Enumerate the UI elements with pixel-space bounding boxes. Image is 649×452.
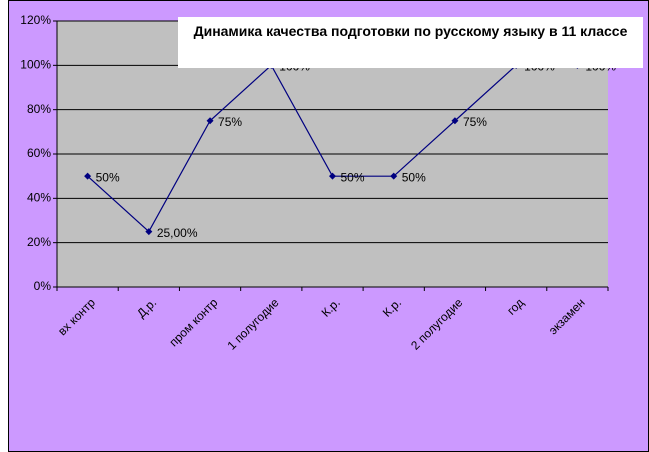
data-point — [329, 172, 336, 180]
y-tick-label: 100% — [20, 58, 51, 72]
y-tick-label: 60% — [27, 146, 51, 160]
data-label: 75% — [218, 115, 242, 129]
data-point — [390, 172, 398, 180]
y-tick-label: 80% — [27, 102, 51, 116]
data-label: 25,00% — [157, 226, 198, 240]
data-label: 50% — [402, 170, 426, 184]
y-tick-label: 0% — [34, 279, 52, 293]
data-point — [145, 228, 153, 236]
y-tick-label: 20% — [27, 235, 51, 249]
y-tick-label: 40% — [27, 191, 51, 205]
y-tick-label: 120% — [20, 13, 51, 27]
data-label: 75% — [463, 115, 487, 129]
data-point — [451, 117, 459, 125]
data-label: 50% — [341, 170, 365, 184]
chart-title: Динамика качества подготовки по русскому… — [178, 17, 643, 68]
data-point — [84, 172, 92, 180]
data-point — [206, 117, 214, 125]
data-label: 50% — [96, 170, 120, 184]
